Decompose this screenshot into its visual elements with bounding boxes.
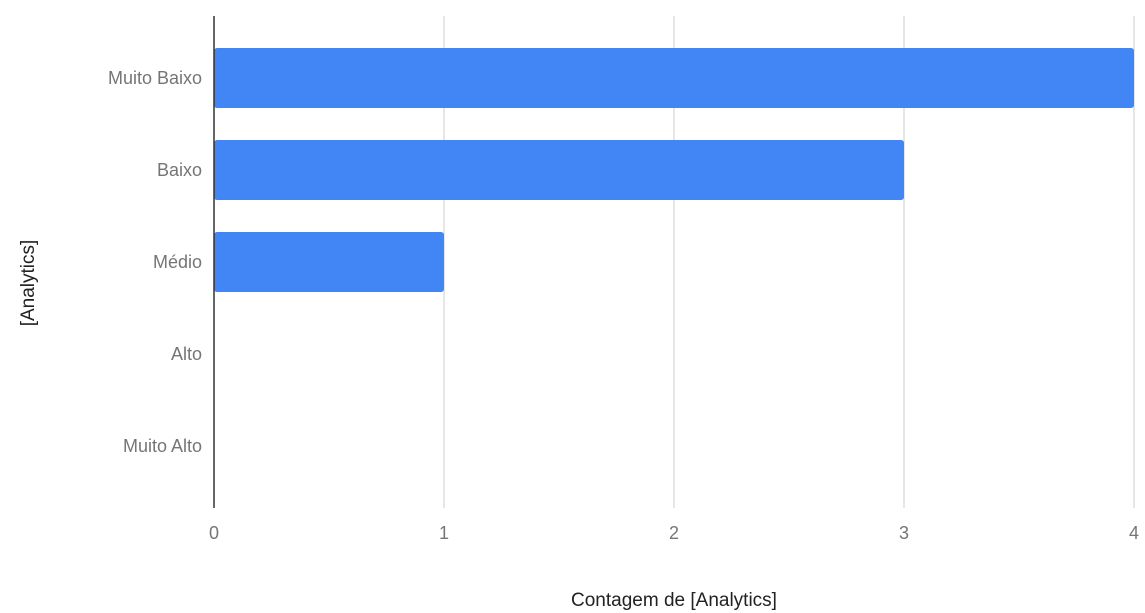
x-tick-label: 2 — [669, 523, 679, 543]
y-tick-labels: Muito Baixo Baixo Médio Alto Muito Alto — [108, 68, 202, 456]
x-tick-label: 4 — [1129, 523, 1139, 543]
x-tick-label: 3 — [899, 523, 909, 543]
bar-2 — [214, 232, 444, 292]
x-tick-label: 0 — [209, 523, 219, 543]
y-tick-label: Muito Alto — [123, 436, 202, 456]
x-axis-title: Contagem de [Analytics] — [571, 590, 777, 611]
x-tick-labels: 0 1 2 3 4 — [209, 523, 1139, 543]
bars — [214, 48, 1134, 292]
y-axis-title: [Analytics] — [18, 240, 39, 327]
x-tick-label: 1 — [439, 523, 449, 543]
bar-0 — [214, 48, 1134, 108]
y-tick-label: Médio — [153, 252, 202, 272]
y-tick-label: Baixo — [157, 160, 202, 180]
y-tick-label: Alto — [171, 344, 202, 364]
bar-1 — [214, 140, 904, 200]
y-tick-label: Muito Baixo — [108, 68, 202, 88]
